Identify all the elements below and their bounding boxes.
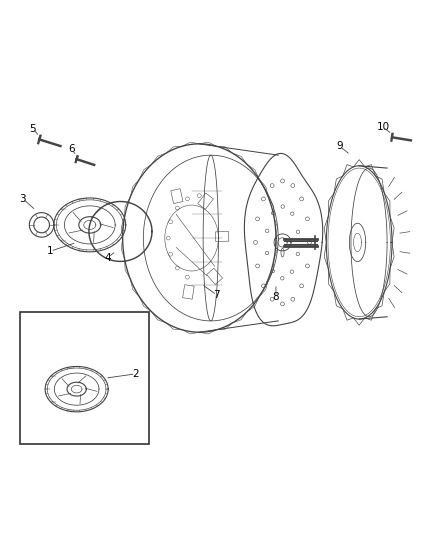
Text: 4: 4 xyxy=(104,253,111,263)
Bar xyxy=(215,231,229,241)
Text: 2: 2 xyxy=(132,369,139,379)
Text: 6: 6 xyxy=(68,144,75,154)
Text: 8: 8 xyxy=(272,292,279,302)
Bar xyxy=(171,189,183,204)
Text: 10: 10 xyxy=(377,122,390,132)
Text: 5: 5 xyxy=(29,124,36,134)
Text: 1: 1 xyxy=(47,246,54,256)
Bar xyxy=(183,285,194,299)
Text: 3: 3 xyxy=(19,193,26,204)
Bar xyxy=(20,312,149,444)
Bar xyxy=(198,193,213,209)
Bar xyxy=(207,268,223,285)
Text: 9: 9 xyxy=(336,141,343,151)
Text: 7: 7 xyxy=(213,290,220,300)
